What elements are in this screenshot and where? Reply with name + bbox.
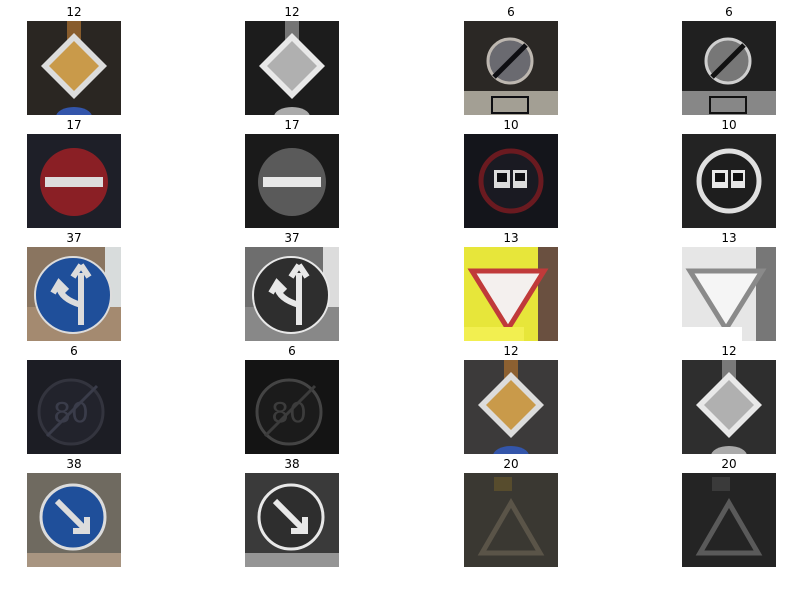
image-label: 12: [503, 344, 519, 358]
image-label: 13: [503, 231, 519, 245]
sign-thumbnail: [464, 21, 558, 115]
sign-thumbnail: [682, 360, 776, 454]
sign-thumbnail: [245, 21, 339, 115]
sign-thumbnail: [464, 247, 558, 341]
image-label: 12: [721, 344, 737, 358]
image-label: 37: [66, 231, 82, 245]
sign-thumbnail: [682, 134, 776, 228]
image-label: 10: [721, 118, 737, 132]
image-label: 6: [507, 5, 515, 19]
sign-thumbnail: [464, 360, 558, 454]
image-label: 6: [725, 5, 733, 19]
image-label: 38: [284, 457, 300, 471]
image-label: 13: [721, 231, 737, 245]
sign-thumbnail: 80: [27, 360, 121, 454]
image-label: 10: [503, 118, 519, 132]
image-label: 20: [503, 457, 519, 471]
sign-thumbnail: [27, 134, 121, 228]
sign-thumbnail: [245, 247, 339, 341]
image-label: 38: [66, 457, 82, 471]
sign-thumbnail: [27, 473, 121, 567]
sign-thumbnail: [682, 473, 776, 567]
image-label: 6: [288, 344, 296, 358]
image-label: 37: [284, 231, 300, 245]
sign-thumbnail: [464, 134, 558, 228]
sign-thumbnail: [682, 21, 776, 115]
sign-thumbnail: [245, 473, 339, 567]
sign-thumbnail: [27, 21, 121, 115]
image-label: 17: [284, 118, 300, 132]
image-label: 20: [721, 457, 737, 471]
sign-thumbnail: 80: [245, 360, 339, 454]
sign-thumbnail: [245, 134, 339, 228]
image-label: 12: [66, 5, 82, 19]
sign-thumbnail: [27, 247, 121, 341]
image-label: 12: [284, 5, 300, 19]
sign-thumbnail: [682, 247, 776, 341]
image-label: 17: [66, 118, 82, 132]
sign-thumbnail: [464, 473, 558, 567]
image-label: 6: [70, 344, 78, 358]
